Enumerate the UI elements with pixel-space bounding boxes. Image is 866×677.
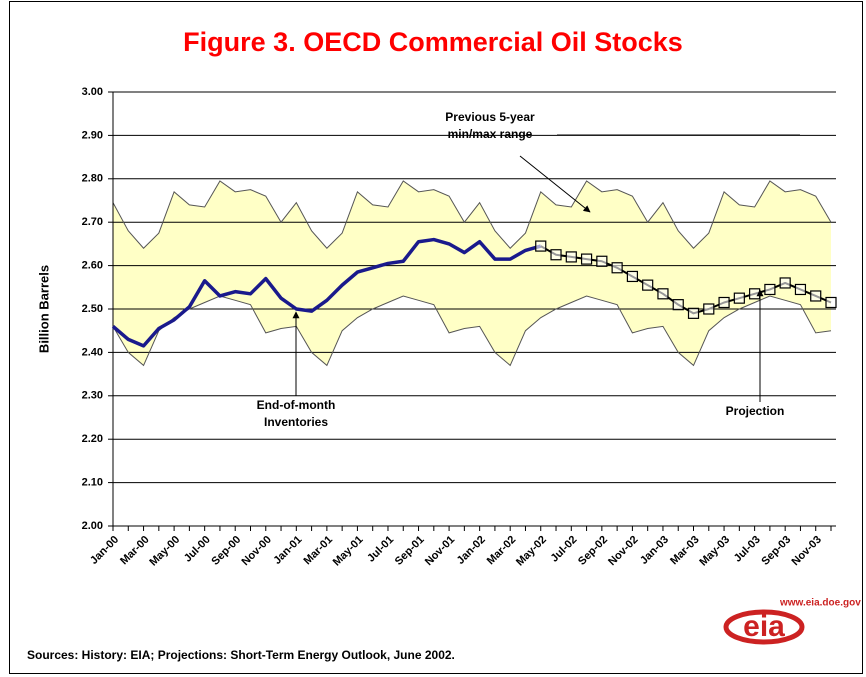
source: Sources: History: EIA; Projections: Shor…: [27, 648, 455, 662]
annotation: Inventories: [264, 415, 328, 429]
y-tick-label: 2.20: [82, 433, 103, 445]
y-tick-label: 2.50: [82, 303, 103, 315]
y-tick-label: 2.10: [82, 477, 103, 489]
marker: [657, 288, 669, 300]
y-tick-label: 2.80: [82, 173, 103, 185]
marker: [642, 279, 654, 291]
marker: [626, 270, 639, 283]
annotation: min/max range: [448, 127, 533, 141]
marker: [718, 296, 730, 309]
marker: [550, 249, 562, 261]
marker: [611, 262, 623, 274]
y-tick-label: 2.70: [82, 216, 103, 228]
y-tick-label: 2.90: [82, 129, 103, 141]
y-tick-label: 2.60: [82, 260, 103, 272]
y-tick-label: 2.30: [82, 390, 103, 402]
marker: [764, 283, 776, 296]
chart-title: Figure 3. OECD Commercial Oil Stocks: [183, 27, 683, 57]
marker: [810, 290, 822, 302]
series-line: [111, 237, 542, 348]
marker: [580, 253, 593, 265]
logo-url: www.eia.doe.gov: [779, 598, 861, 609]
annotation: End-of-month: [257, 398, 336, 412]
annotation: Previous 5-year: [445, 110, 535, 124]
y-tick-label: 2.40: [82, 346, 103, 358]
marker: [733, 292, 745, 304]
marker: [596, 255, 608, 267]
marker: [565, 251, 577, 263]
marker: [825, 296, 837, 309]
marker: [672, 299, 684, 311]
y-axis-label: Billion Barrels: [36, 265, 51, 353]
annotation: Projection: [726, 404, 785, 418]
marker: [535, 240, 547, 252]
marker: [687, 307, 700, 319]
marker: [749, 288, 761, 300]
marker: [703, 303, 715, 315]
band-edge: [112, 180, 832, 249]
marker: [779, 277, 791, 289]
band-edge: [112, 295, 832, 367]
logo-mark: eia: [743, 610, 785, 643]
band-fill: [113, 180, 831, 366]
logo: eia www.eia.doe.gov: [723, 598, 861, 645]
marker: [794, 283, 807, 296]
annotation-arrow: [519, 155, 591, 213]
logo-swoosh: [723, 609, 805, 645]
y-tick-label: 2.00: [82, 520, 103, 532]
y-tick-label: 3.00: [82, 86, 103, 98]
